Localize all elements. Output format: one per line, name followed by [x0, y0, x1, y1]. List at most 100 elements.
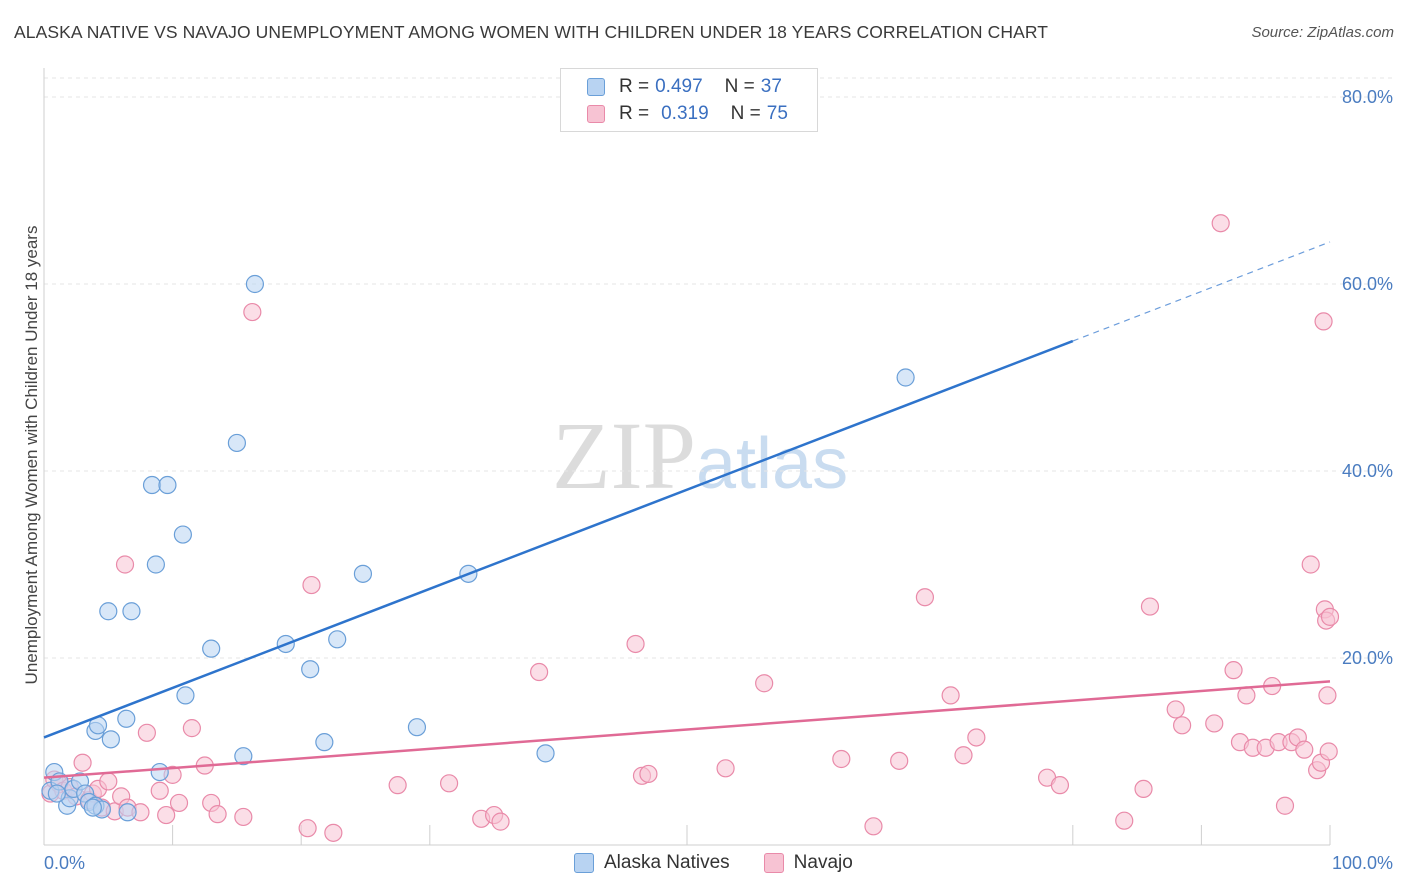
navajo-point	[1318, 686, 1337, 705]
navajo-point	[1314, 312, 1333, 331]
alaska-point	[536, 744, 555, 763]
series-legend: Alaska Natives Navajo	[574, 852, 887, 874]
navajo-point	[1140, 597, 1160, 616]
alaska-point	[202, 639, 221, 658]
navajo-point	[1295, 740, 1314, 759]
navajo-point	[1320, 607, 1340, 626]
alaska-point	[173, 525, 192, 544]
legend-n-value: 75	[766, 103, 788, 124]
navajo-point	[1211, 214, 1230, 233]
navajo-point	[137, 723, 156, 742]
legend-swatch-navajo	[587, 105, 605, 123]
trend-layer	[43, 241, 1331, 779]
alaska-point	[227, 433, 246, 453]
navajo-point	[1275, 796, 1295, 815]
navajo-point	[439, 774, 459, 793]
legend-item-navajo[interactable]: Navajo	[763, 852, 853, 874]
alaska-point	[176, 686, 195, 705]
navajo-point	[954, 746, 973, 765]
navajo-point	[324, 823, 343, 842]
navajo-point	[182, 719, 201, 738]
alaska-point	[118, 803, 137, 822]
alaska-point	[234, 747, 253, 766]
legend-n-value: 37	[760, 76, 782, 97]
x-tick-label: 100.0%	[1332, 853, 1393, 873]
legend-swatch-alaska	[574, 853, 594, 873]
navajo-point	[915, 588, 935, 607]
navajo-point	[967, 728, 986, 747]
legend-n-label: N =	[730, 103, 761, 124]
alaska-point	[407, 718, 427, 737]
chart-title: ALASKA NATIVE VS NAVAJO UNEMPLOYMENT AMO…	[14, 22, 1049, 42]
alaska-point	[353, 564, 373, 583]
y-tick-label: 20.0%	[1342, 648, 1393, 668]
legend-item-alaska[interactable]: Alaska Natives	[574, 852, 730, 874]
navajo-point	[890, 751, 909, 770]
legend-r-value: 0.319	[661, 103, 709, 124]
navajo-point	[169, 793, 189, 813]
alaska-point	[142, 475, 162, 495]
navajo-point	[1166, 700, 1185, 719]
navajo-point	[150, 781, 169, 800]
correlation-legend: R = 0.497 N = 37 R = 0.319 N = 75	[560, 68, 818, 132]
alaska-point	[99, 602, 118, 621]
navajo-point	[626, 634, 645, 654]
navajo-point	[1237, 686, 1256, 705]
alaska-point	[101, 730, 120, 749]
legend-r-label: R =	[619, 76, 650, 97]
legend-row-alaska: R = 0.497 N = 37	[587, 75, 782, 99]
navajo-point	[208, 805, 227, 824]
navajo-point	[1224, 661, 1243, 680]
legend-n-label: N =	[724, 76, 755, 97]
navajo-point	[388, 776, 407, 795]
navajo-point	[755, 674, 774, 693]
y-tick-label: 40.0%	[1342, 461, 1393, 481]
alaska-trend-line	[43, 339, 1074, 739]
source-label: Source: ZipAtlas.com	[1251, 24, 1394, 41]
legend-row-navajo: R = 0.319 N = 75	[587, 102, 788, 126]
alaska-point	[150, 762, 169, 782]
alaska-point	[117, 709, 136, 728]
navajo-point	[941, 686, 960, 705]
navajo-point	[1301, 555, 1320, 574]
navajo-point	[243, 302, 262, 322]
alaska-point	[158, 475, 177, 495]
navajo-point	[234, 807, 253, 827]
navajo-point	[1319, 742, 1338, 761]
legend-r-value: 0.497	[655, 76, 703, 97]
navajo-point	[639, 764, 658, 784]
legend-swatch-alaska	[587, 78, 605, 96]
navajo-point	[298, 819, 317, 838]
navajo-point	[1115, 811, 1134, 830]
alaska-point	[122, 602, 141, 621]
alaska-point	[83, 798, 102, 817]
navajo-point	[1173, 716, 1192, 735]
navajo-point	[115, 555, 135, 574]
navajo-point	[99, 772, 118, 791]
navajo-point	[491, 812, 510, 831]
navajo-point	[157, 805, 176, 825]
legend-label-navajo: Navajo	[793, 852, 853, 873]
alaska-point	[315, 733, 334, 752]
navajo-point	[73, 753, 92, 772]
alaska-point	[245, 274, 265, 294]
alaska-point	[47, 784, 66, 803]
y-axis-label: Unemployment Among Women with Children U…	[22, 226, 41, 685]
legend-r-label: R =	[619, 103, 650, 124]
x-tick-label: 0.0%	[44, 853, 85, 873]
navajo-point	[716, 759, 735, 778]
alaska-point	[896, 368, 915, 387]
navajo-point	[1205, 714, 1224, 733]
navajo-point	[530, 662, 549, 682]
navajo-trend-line	[43, 680, 1331, 779]
navajo-point	[1050, 776, 1070, 795]
navajo-point	[1134, 779, 1153, 799]
axis-layer: 20.0% 40.0% 60.0% 80.0% 0.0% 100.0%	[43, 68, 1393, 873]
y-tick-label: 80.0%	[1342, 87, 1393, 107]
legend-label-alaska: Alaska Natives	[604, 852, 730, 873]
y-tick-label: 60.0%	[1342, 274, 1393, 294]
alaska-point	[146, 555, 165, 574]
legend-swatch-navajo	[763, 853, 784, 873]
points-layer	[41, 214, 1340, 842]
